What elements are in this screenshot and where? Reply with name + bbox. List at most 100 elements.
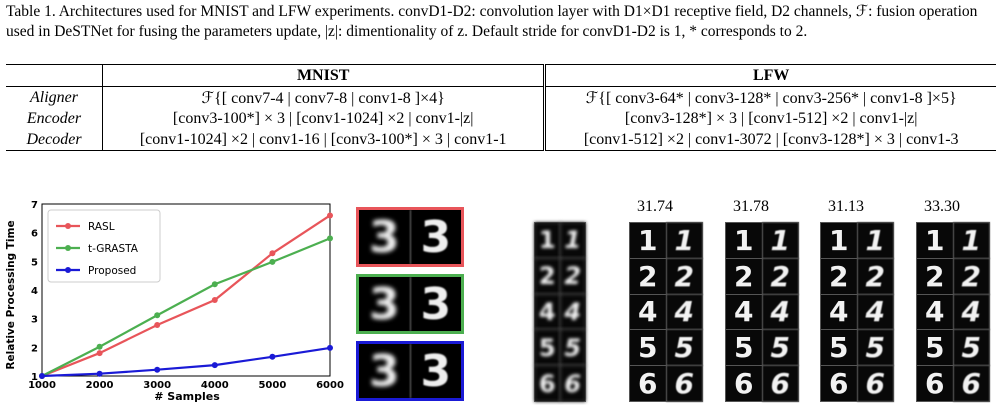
digit-cell: 1 xyxy=(761,222,799,259)
digit-cell: 4 xyxy=(559,293,586,331)
data-point-rasl xyxy=(154,321,161,328)
legend-box xyxy=(47,209,161,283)
digit-cell: 5 xyxy=(916,329,954,367)
x-tick-label: 2000 xyxy=(86,380,114,391)
digit-cell: 5 xyxy=(534,329,561,367)
digit-cell: 2 xyxy=(559,257,586,295)
digit-cell: 5 xyxy=(725,329,763,367)
row-label-encoder: Encoder xyxy=(6,108,103,129)
digit-cell: 1 xyxy=(856,222,894,259)
y-tick-label: 1 xyxy=(31,372,38,383)
digit-cell: 6 xyxy=(856,365,894,402)
data-point-rasl xyxy=(269,250,276,257)
x-axis-label: # Samples xyxy=(154,390,220,403)
digit-cell: 4 xyxy=(761,293,799,331)
digit-cell: 1 xyxy=(629,222,667,259)
mean-digit-image: 3 xyxy=(409,344,462,398)
digit-cell: 1 xyxy=(534,222,561,259)
digit-cell: 5 xyxy=(761,329,799,367)
series-line-rasl xyxy=(41,214,331,378)
digit-cell: 1 xyxy=(820,222,858,259)
digit-cell: 2 xyxy=(856,257,894,295)
x-tick-label: 6000 xyxy=(316,380,344,391)
row-label-aligner: Aligner xyxy=(6,86,103,108)
x-tick-label: 5000 xyxy=(258,380,286,391)
table-corner xyxy=(6,64,103,87)
digit-cell: 2 xyxy=(534,257,561,295)
digit-cell: 5 xyxy=(952,329,990,367)
data-point-t-grasta xyxy=(269,258,276,265)
chart-series xyxy=(39,212,333,379)
digit-cell: 2 xyxy=(629,257,667,295)
header-mnist: MNIST xyxy=(102,64,547,87)
cell-decoder-mnist: [conv1-1024] ×2 | conv1-16 | [conv3-100*… xyxy=(102,129,547,151)
digit-cell: 6 xyxy=(725,365,763,402)
cell-aligner-mnist: ℱ{[ conv7-4 | conv7-8 | conv1-8 ]×4} xyxy=(102,86,547,108)
x-tick-label: 3000 xyxy=(143,380,171,391)
alignment-score: 33.30 xyxy=(924,198,960,215)
mean-digit-image: 3 xyxy=(368,278,400,330)
digit-cell: 6 xyxy=(761,365,799,402)
y-tick-label: 6 xyxy=(31,229,38,240)
alignment-score: 31.78 xyxy=(733,198,769,215)
legend-marker xyxy=(65,245,71,251)
digit-cell: 4 xyxy=(534,293,561,331)
data-point-proposed xyxy=(96,370,103,377)
digit-cell: 6 xyxy=(952,365,990,402)
data-point-rasl xyxy=(327,212,333,219)
processing-time-chart: 1000 2000 3000 4000 5000 6000 1 2 3 4 5 6 7 RASL t-GR… xyxy=(5,200,344,403)
digit-cell: 1 xyxy=(916,222,954,259)
data-point-t-grasta xyxy=(96,343,103,350)
legend-marker xyxy=(65,223,71,229)
legend-label: t-GRASTA xyxy=(88,243,139,255)
data-point-t-grasta xyxy=(327,235,333,242)
digit-cell: 2 xyxy=(665,257,703,295)
architecture-table: MNIST LFW Aligner ℱ{[ conv7-4 | conv7-8 … xyxy=(6,64,996,151)
y-tick-label: 4 xyxy=(31,286,38,297)
digit-cell: 5 xyxy=(665,329,703,367)
data-point-rasl xyxy=(96,350,103,357)
digit-cell: 1 xyxy=(952,222,990,259)
data-point-proposed xyxy=(154,366,161,373)
digit-cell: 4 xyxy=(665,293,703,331)
digit-cell: 1 xyxy=(559,222,586,259)
legend-marker xyxy=(65,267,71,273)
digit-cell: 5 xyxy=(559,329,586,367)
y-tick-label: 2 xyxy=(31,343,38,354)
legend-label: Proposed xyxy=(88,265,136,277)
alignment-score: 31.13 xyxy=(828,198,864,215)
digit-cell: 1 xyxy=(725,222,763,259)
digit-cell: 2 xyxy=(761,257,799,295)
table-caption: Table 1. Architectures used for MNIST an… xyxy=(6,3,978,40)
series-line-t-grasta xyxy=(41,237,331,377)
digit-cell: 2 xyxy=(916,257,954,295)
cell-encoder-lfw: [conv3-128*] × 3 | [conv1-512] ×2 | conv… xyxy=(624,109,918,127)
digit-cell: 5 xyxy=(856,329,894,367)
y-tick-label: 7 xyxy=(31,200,38,211)
cell-encoder-mnist: [conv3-100*] × 3 | [conv1-1024] ×2 | con… xyxy=(102,108,547,129)
chart-legend: RASL t-GRASTA Proposed xyxy=(47,209,161,283)
digit-cell: 6 xyxy=(820,365,858,402)
legend-label: RASL xyxy=(88,221,115,233)
data-point-proposed xyxy=(39,373,45,379)
digit-cell: 6 xyxy=(665,365,703,402)
cell-aligner-lfw: ℱ{[ conv3-64* | conv3-128* | conv3-256* … xyxy=(585,89,957,107)
y-tick-label: 5 xyxy=(31,257,38,268)
data-point-proposed xyxy=(269,353,276,360)
alignment-score: 31.74 xyxy=(637,198,673,215)
digit-cell: 5 xyxy=(820,329,858,367)
data-point-proposed xyxy=(211,362,218,369)
digit-cell: 4 xyxy=(629,293,667,331)
digit-cell: 2 xyxy=(820,257,858,295)
x-tick-label: 4000 xyxy=(201,380,229,391)
data-point-rasl xyxy=(211,297,218,304)
mean-digit-image: 3 xyxy=(368,211,400,263)
y-tick-label: 3 xyxy=(31,315,38,326)
digit-cell: 2 xyxy=(725,257,763,295)
